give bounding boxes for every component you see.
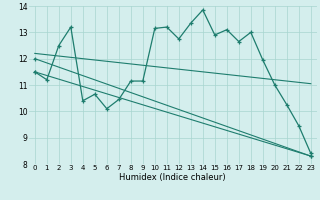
X-axis label: Humidex (Indice chaleur): Humidex (Indice chaleur) [119,173,226,182]
